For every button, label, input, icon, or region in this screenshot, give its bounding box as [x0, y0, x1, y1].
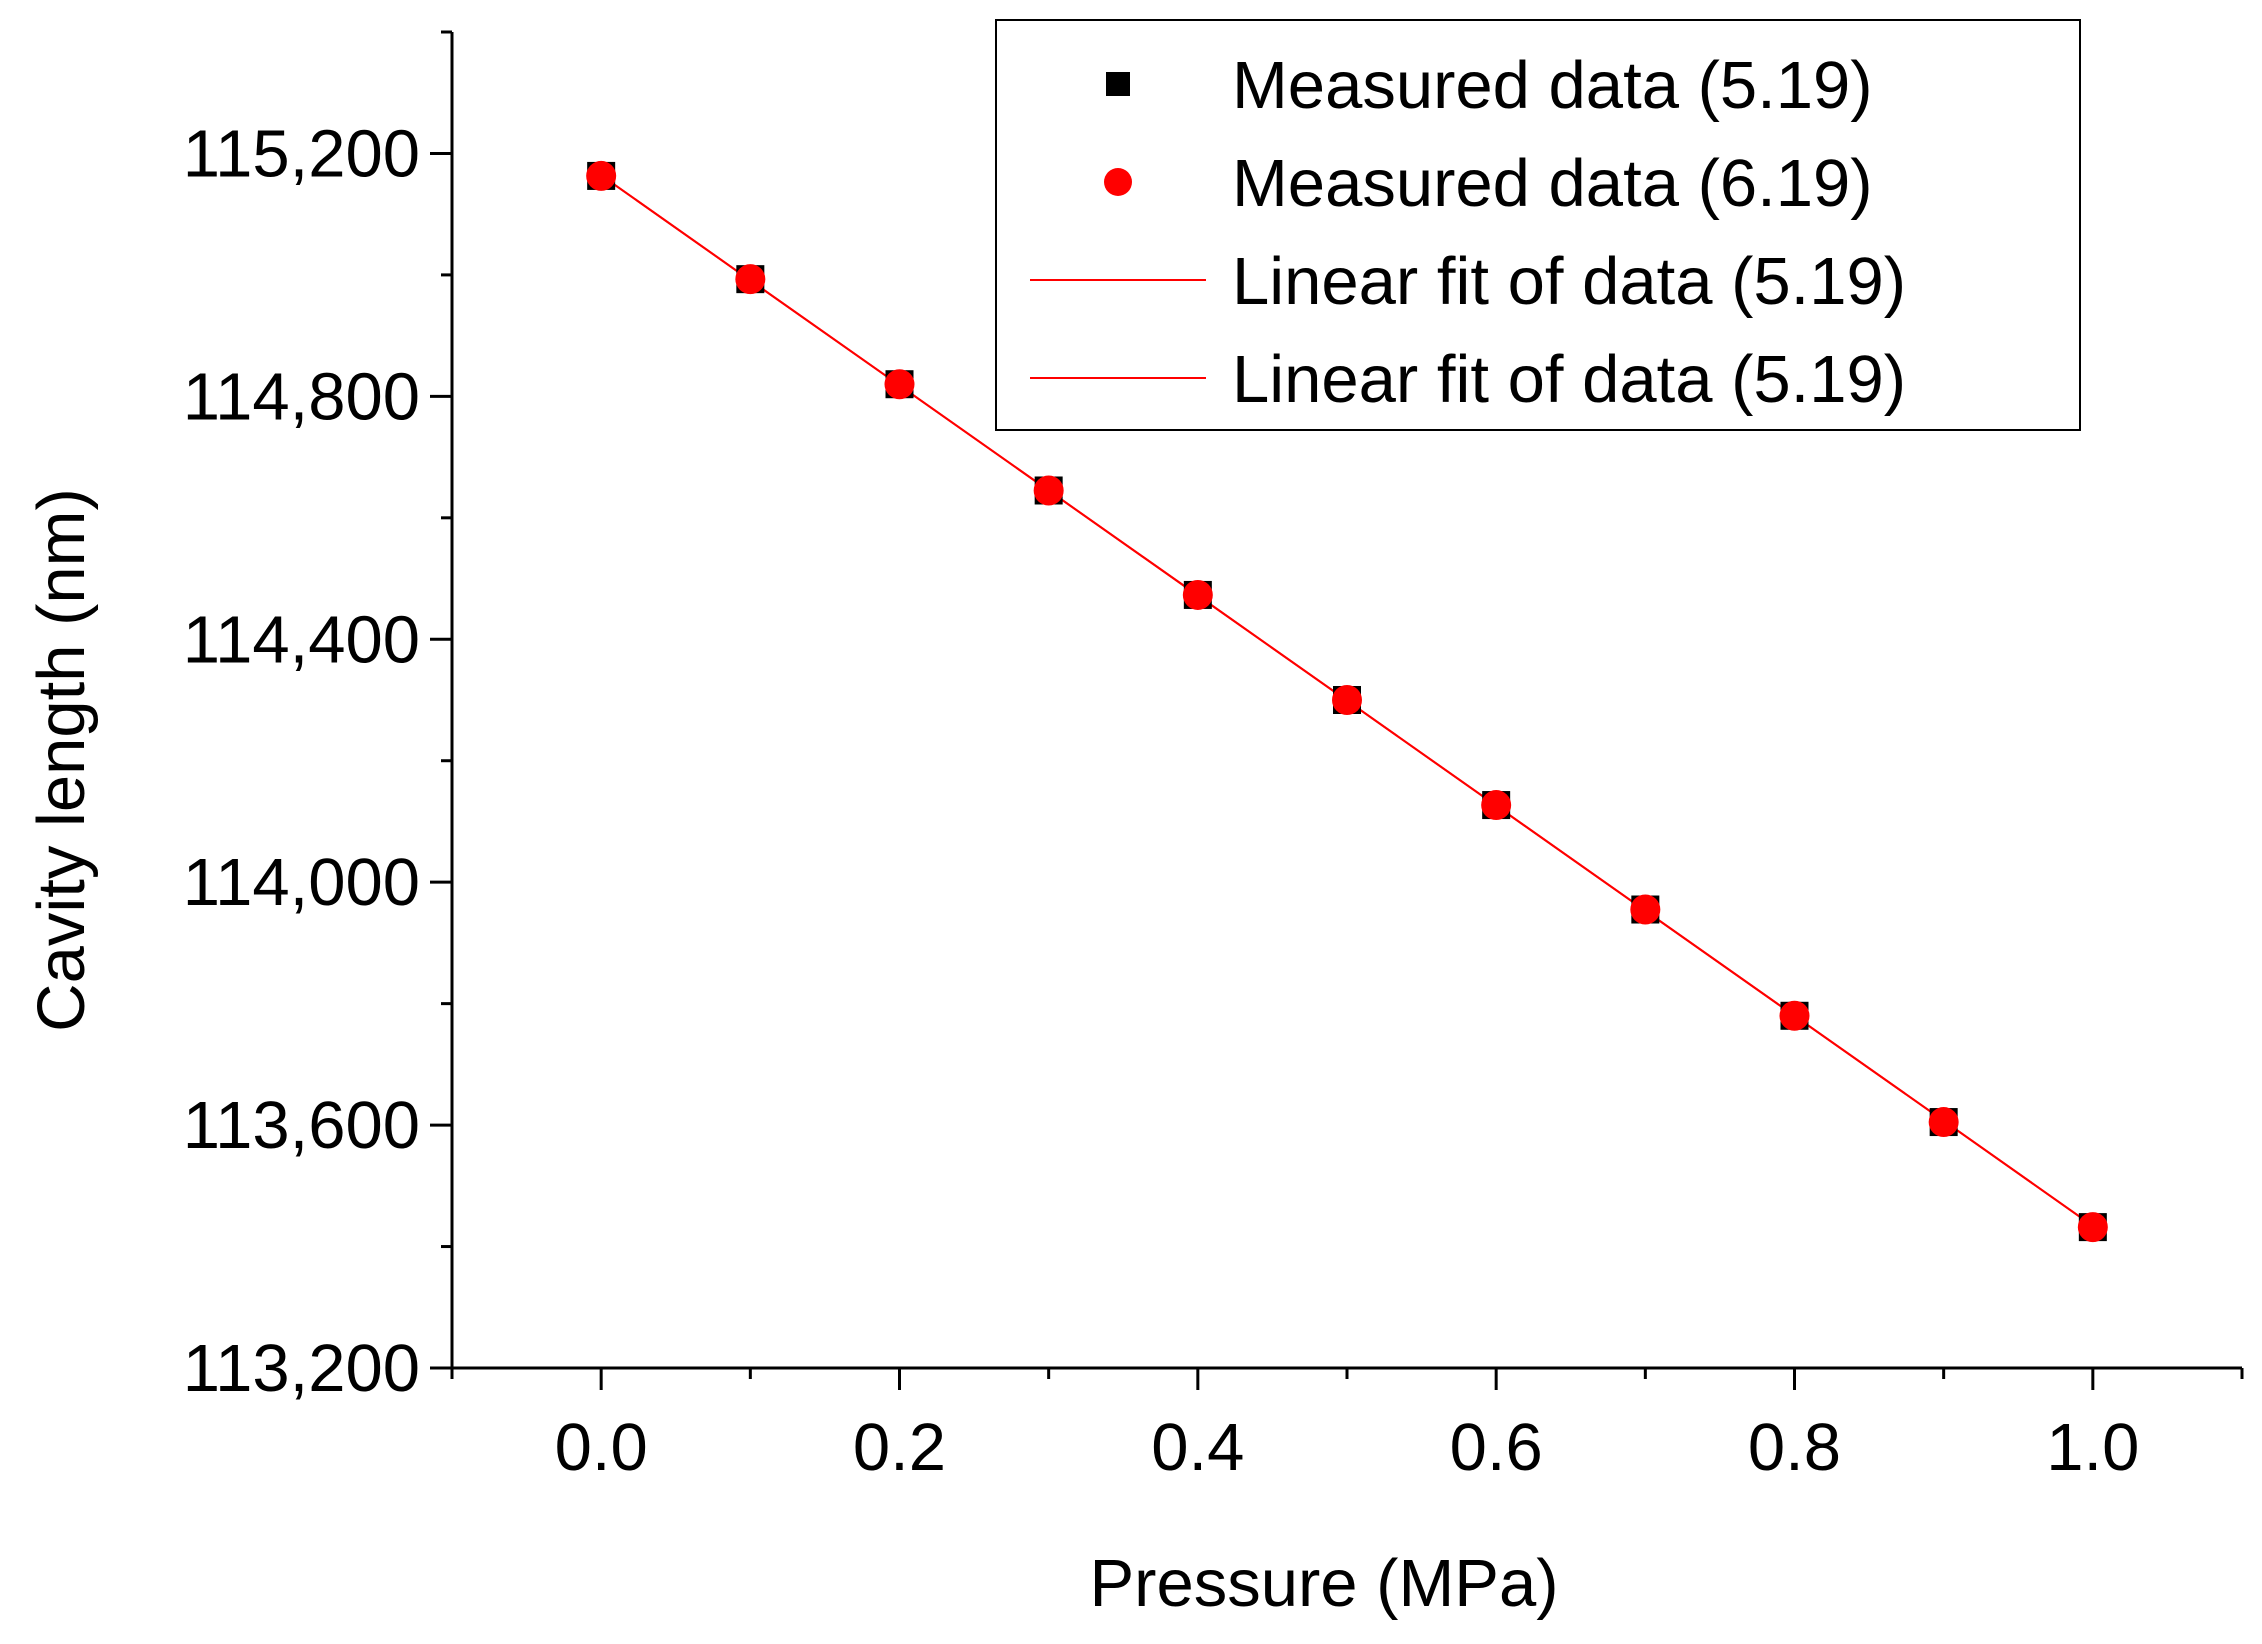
data-point-circle	[735, 264, 766, 295]
y-axis-title: Cavity length (nm)	[24, 488, 99, 1032]
legend-label: Linear fit of data (5.19)	[1232, 342, 1906, 417]
legend-box	[995, 19, 2081, 431]
data-point-circle	[2077, 1212, 2108, 1243]
data-point-circle	[1033, 475, 1064, 506]
x-axis-title: Pressure (MPa)	[1089, 1546, 1558, 1621]
data-point-circle	[1928, 1107, 1959, 1138]
y-tick-label: 113,200	[183, 1331, 420, 1406]
x-tick-label: 0.2	[853, 1410, 946, 1485]
x-tick-label: 0.4	[1151, 1410, 1244, 1485]
data-point-circle	[884, 369, 915, 400]
data-point-circle	[1779, 1000, 1810, 1031]
axes: 113,200 113,600 114,000 114,400 114,800 115,2…	[183, 30, 2244, 1485]
data-point-circle	[586, 160, 617, 191]
legend-swatch-square	[1106, 72, 1130, 96]
y-tick-label: 114,800	[183, 359, 420, 434]
data-point-circle	[1182, 579, 1213, 610]
x-tick-label: 0.6	[1450, 1410, 1543, 1485]
y-tick-label: 115,200	[183, 116, 420, 191]
data-point-circle	[1481, 790, 1512, 821]
y-tick-label: 113,600	[183, 1088, 420, 1163]
legend-swatch-circle	[1104, 168, 1132, 196]
legend-label: Measured data (6.19)	[1232, 146, 1873, 221]
series-layer	[586, 160, 2108, 1243]
x-tick-label: 1.0	[2046, 1410, 2139, 1485]
x-tick-label: 0.0	[555, 1410, 648, 1485]
data-point-circle	[1630, 894, 1661, 925]
y-tick-label: 114,000	[183, 845, 420, 920]
x-tick-label: 0.8	[1748, 1410, 1841, 1485]
legend: Measured data (5.19) Measured data (6.19)…	[995, 19, 2081, 431]
legend-label: Measured data (5.19)	[1232, 48, 1873, 123]
data-point-circle	[1332, 685, 1362, 715]
legend-label: Linear fit of data (5.19)	[1232, 244, 1906, 319]
y-tick-label: 114,400	[183, 602, 420, 677]
